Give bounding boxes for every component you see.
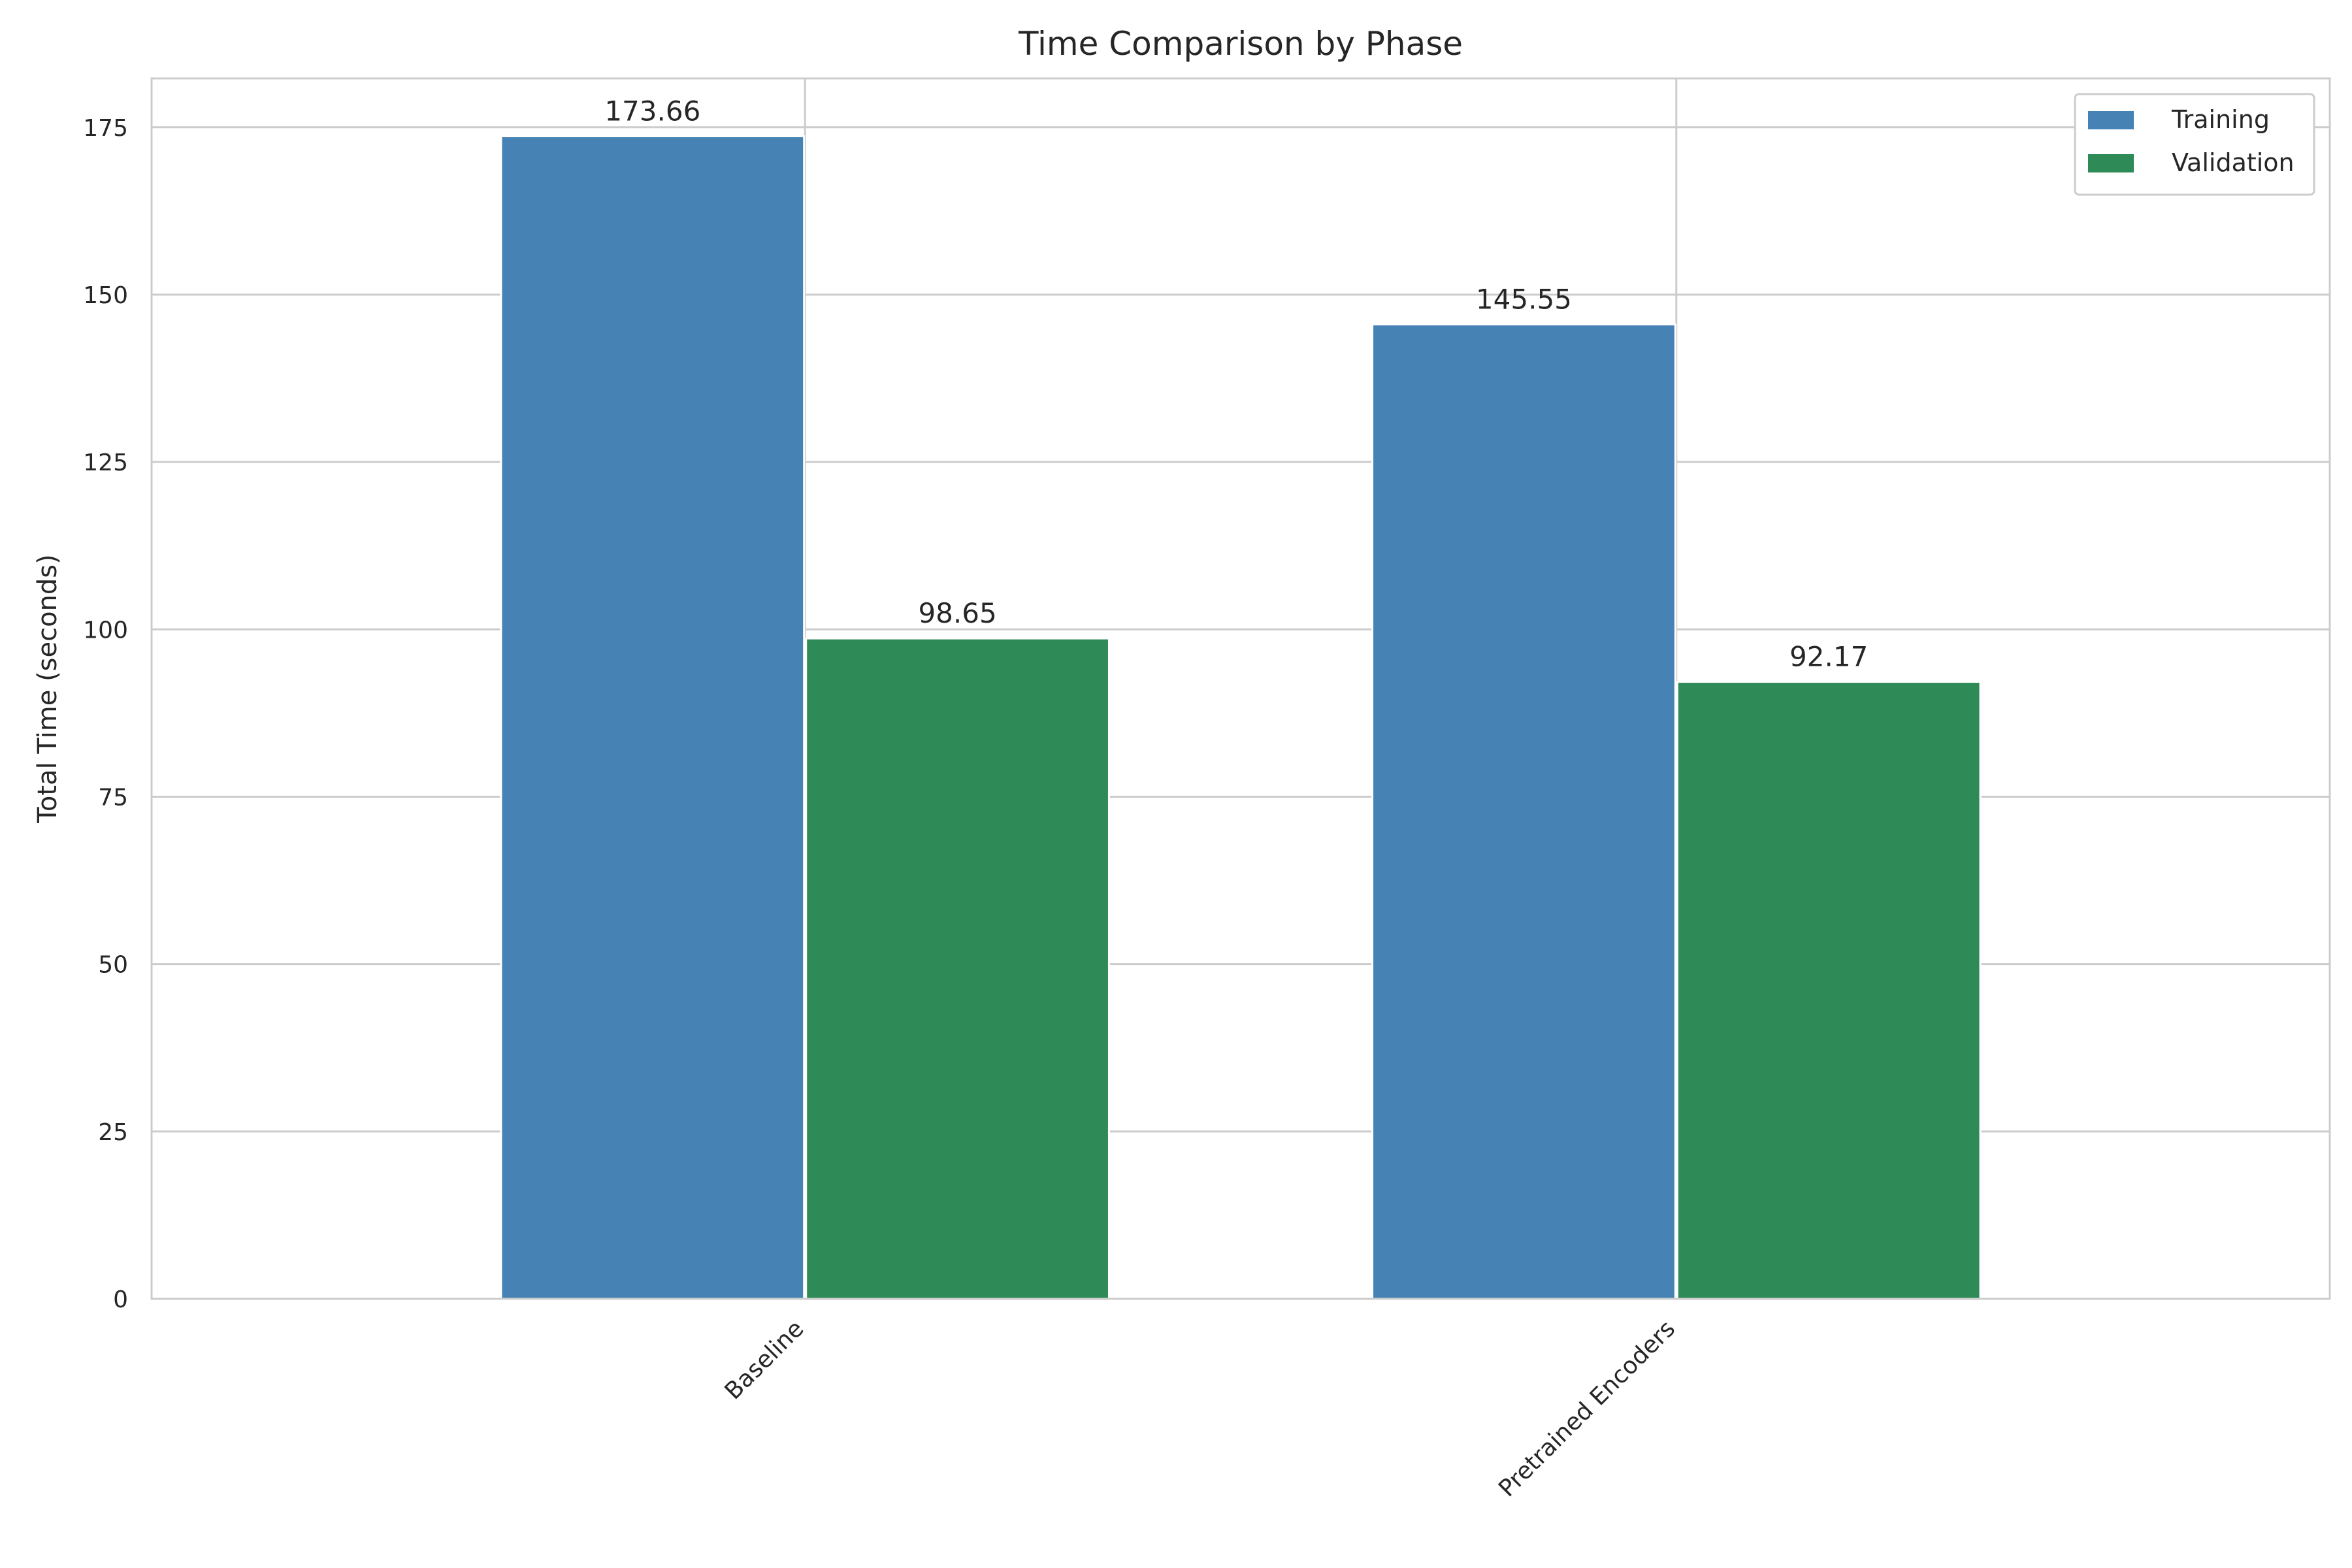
bar-training-1 [1371,323,1676,1300]
bar-value-labels: 173.66 145.55 98.65 92.17 [604,95,1868,673]
y-tick-label: 75 [98,784,128,811]
legend-box [2074,93,2315,196]
legend-label-training: Training [2171,105,2270,134]
bar-validation-0 [805,637,1110,1300]
y-tick-label: 50 [98,952,128,979]
y-ticks: 0 25 50 75 100 125 150 175 [83,115,128,1313]
y-tick-label: 25 [98,1119,128,1146]
y-tick-label: 150 [83,282,128,309]
bar-value-label: 173.66 [604,95,700,127]
y-tick-label: 175 [83,115,128,142]
y-tick-label: 0 [113,1286,128,1313]
bar-training-0 [500,135,806,1300]
plot-frame [150,77,2331,1300]
bar-validation-1 [1676,681,1982,1300]
bar-value-label: 92.17 [1789,641,1868,673]
y-tick-label: 100 [83,617,128,644]
bar-value-label: 145.55 [1476,284,1572,316]
y-tick-label: 125 [83,449,128,476]
chart-title: Time Comparison by Phase [1018,25,1463,63]
bar-value-label: 98.65 [918,597,996,629]
legend-swatch-validation [2088,154,2134,172]
y-axis-label: Total Time (seconds) [33,554,63,823]
legend-label-validation: Validation [2172,148,2295,177]
legend: Training Validation [2074,93,2315,196]
legend-swatch-training [2088,111,2134,129]
